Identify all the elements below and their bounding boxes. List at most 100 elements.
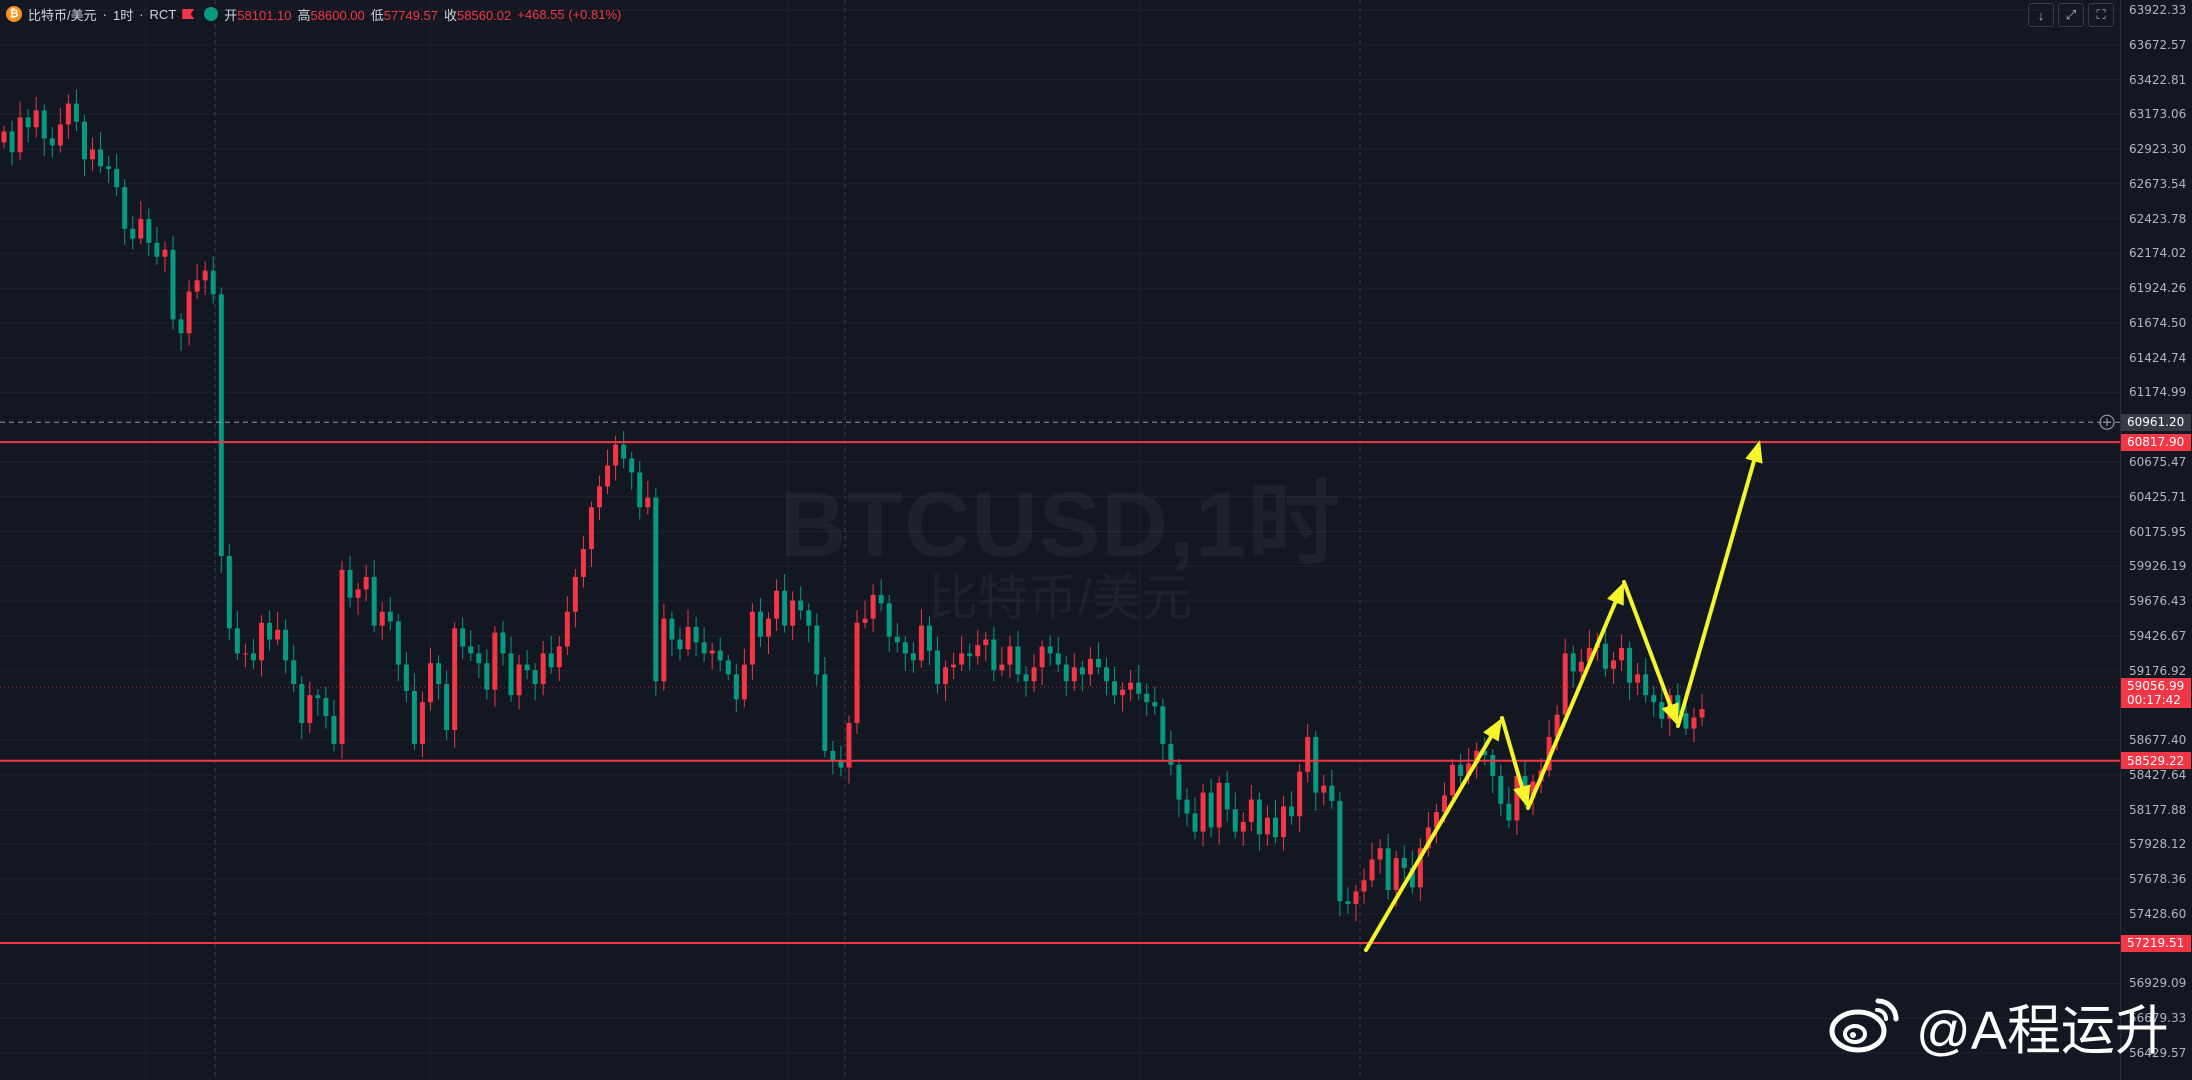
candle xyxy=(605,449,611,495)
candle xyxy=(774,579,780,631)
add-alert-icon xyxy=(2099,414,2115,430)
visibility-icon[interactable] xyxy=(204,7,219,21)
candle-body xyxy=(1281,806,1287,838)
candle xyxy=(693,616,699,656)
candle-body xyxy=(806,610,812,626)
candle-body xyxy=(234,628,240,654)
drawn-arrows[interactable] xyxy=(1364,440,1763,952)
trend-arrow xyxy=(1676,459,1756,728)
candle-body xyxy=(991,639,997,671)
candle xyxy=(395,614,401,681)
candle-body xyxy=(170,249,176,320)
candle-body xyxy=(701,642,707,654)
candle xyxy=(1281,796,1287,851)
candle xyxy=(468,630,474,661)
candle-body xyxy=(910,653,916,661)
horizontal-levels[interactable] xyxy=(0,441,2120,945)
candle xyxy=(1224,771,1230,822)
candle-body xyxy=(846,723,852,768)
price-tick-label: 58677.40 xyxy=(2129,733,2187,748)
data-source: RCT xyxy=(149,6,177,22)
candle xyxy=(806,603,812,643)
candle-body xyxy=(1200,792,1206,832)
flag-icon[interactable] xyxy=(182,9,195,19)
candle-body xyxy=(1482,750,1488,756)
candle xyxy=(170,236,176,330)
candle-body xyxy=(564,611,570,647)
weibo-handle: @A程运升 xyxy=(1916,1000,2169,1061)
candle-body xyxy=(1345,901,1351,904)
candle-body xyxy=(774,590,780,619)
candle xyxy=(1417,838,1423,901)
candle xyxy=(1353,885,1359,922)
candle xyxy=(508,636,514,703)
candle xyxy=(1216,776,1222,845)
candle-body xyxy=(1071,667,1077,682)
candle xyxy=(959,636,965,672)
price-tick-label: 63173.06 xyxy=(2129,107,2187,122)
candle-body xyxy=(57,124,63,146)
symbol-name[interactable]: 比特币/美元 xyxy=(28,7,97,23)
candle-body xyxy=(476,653,482,664)
candle-body xyxy=(98,149,104,167)
candle xyxy=(1450,759,1456,801)
candle-body xyxy=(355,589,361,598)
candle xyxy=(154,227,160,265)
crosshair-price-tag: 60961.20 xyxy=(2121,413,2191,431)
candle-body xyxy=(500,632,506,654)
candle-body xyxy=(878,594,884,604)
candle-body xyxy=(9,131,15,153)
price-tick-label: 61424.74 xyxy=(2129,350,2187,365)
candle-body xyxy=(1023,674,1029,682)
candle-body xyxy=(967,653,973,657)
high-value: 高58600.00 xyxy=(297,7,365,23)
candle xyxy=(709,642,715,670)
candle xyxy=(798,586,804,620)
candle-body xyxy=(1659,702,1665,719)
candle xyxy=(1128,670,1134,701)
fullscreen-button[interactable]: ⛶ xyxy=(2088,3,2114,27)
candle xyxy=(106,156,112,183)
candle-body xyxy=(1458,764,1464,776)
candle xyxy=(138,201,144,245)
candle-body xyxy=(1047,646,1053,654)
candle-body xyxy=(1393,858,1399,891)
candle-body xyxy=(838,760,844,768)
candle xyxy=(323,686,329,729)
candle-body xyxy=(1321,785,1327,793)
candle xyxy=(460,617,466,660)
candle xyxy=(1208,778,1214,838)
price-tick-label: 57428.60 xyxy=(2129,906,2187,921)
candle-body xyxy=(1264,817,1270,835)
candle xyxy=(267,610,273,651)
maximize-button[interactable]: ⤢ xyxy=(2058,3,2084,27)
candle xyxy=(1619,634,1625,671)
candle xyxy=(1337,792,1343,917)
candle xyxy=(202,261,208,295)
candle-body xyxy=(959,653,965,665)
candle-body xyxy=(943,667,949,685)
trend-arrow xyxy=(1500,716,1524,789)
candle-body xyxy=(790,600,796,626)
candle-body xyxy=(492,632,498,690)
candle-body xyxy=(1136,682,1142,694)
candle xyxy=(685,609,691,656)
price-axis[interactable]: 63922.33 63672.57 63422.81 63173.06 62923.30… xyxy=(2120,0,2192,1080)
candle-body xyxy=(1586,647,1592,662)
candle-body xyxy=(1055,653,1061,665)
timeframe[interactable]: 1时 xyxy=(112,7,134,23)
candle xyxy=(259,615,265,677)
candle xyxy=(1433,804,1439,844)
price-tick-label: 58177.88 xyxy=(2129,802,2187,817)
candle-body xyxy=(106,166,112,170)
candle xyxy=(1144,683,1150,716)
candle-body xyxy=(741,664,747,700)
candle xyxy=(524,649,530,680)
collapse-button[interactable]: ↓ xyxy=(2028,3,2054,27)
candle-body xyxy=(854,622,860,724)
candle xyxy=(870,584,876,632)
candle-body xyxy=(1337,800,1343,902)
candle-body xyxy=(395,621,401,665)
candle xyxy=(782,574,788,633)
